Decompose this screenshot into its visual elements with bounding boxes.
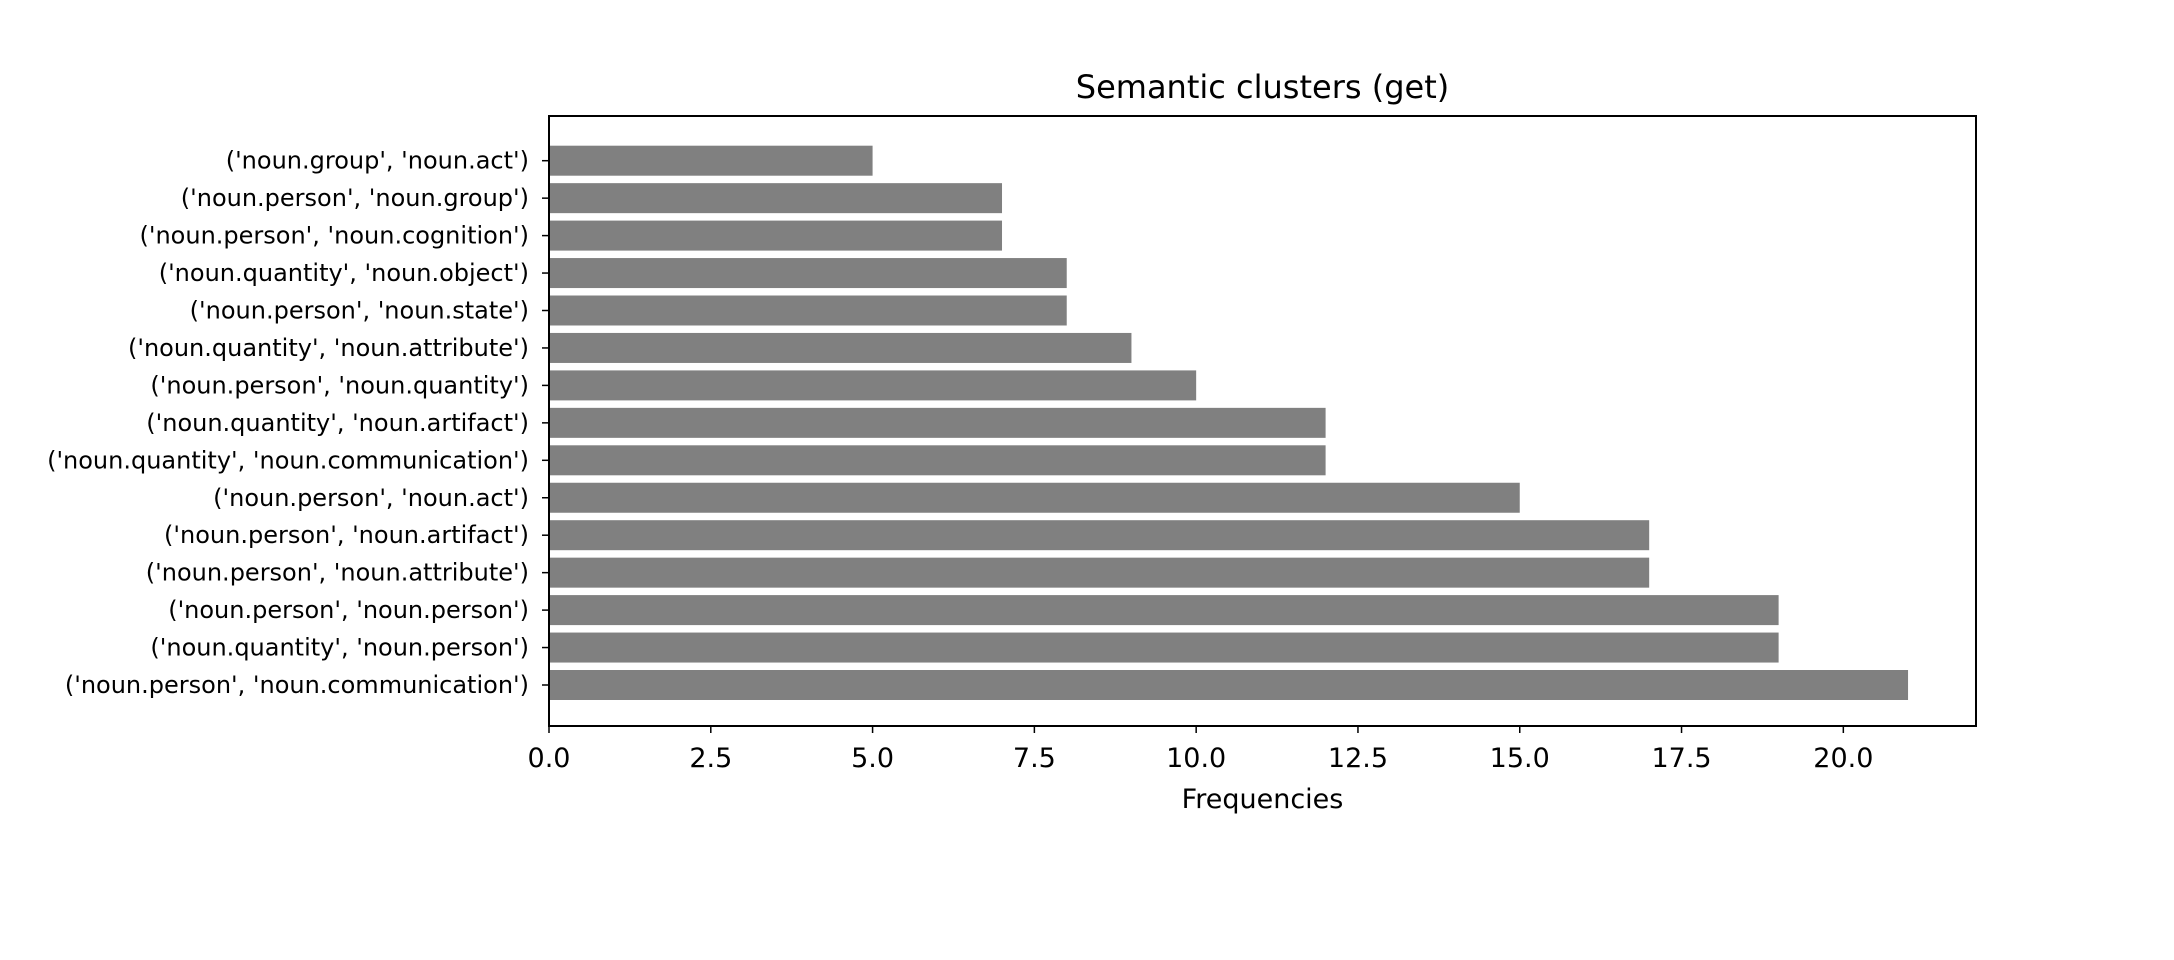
x-tick-label: 17.5: [1651, 743, 1711, 774]
x-tick-label: 15.0: [1490, 743, 1550, 774]
y-tick-label: ('noun.person', 'noun.attribute'): [146, 559, 529, 587]
y-tick-label: ('noun.person', 'noun.person'): [168, 596, 529, 624]
y-tick-label: ('noun.quantity', 'noun.artifact'): [146, 409, 529, 437]
x-tick-label: 20.0: [1813, 743, 1873, 774]
bar: [549, 632, 1779, 663]
y-tick-label: ('noun.person', 'noun.artifact'): [164, 521, 529, 549]
chart-title: Semantic clusters (get): [1076, 68, 1449, 106]
x-axis-label: Frequencies: [1182, 784, 1344, 815]
x-tick-label: 5.0: [851, 743, 894, 774]
bar: [549, 670, 1909, 700]
y-tick-label: ('noun.quantity', 'noun.communication'): [47, 446, 529, 474]
y-axis-ticks: ('noun.person', 'noun.communication') ('n…: [47, 147, 549, 699]
plot-frame: [548, 115, 1977, 727]
bar: [549, 370, 1197, 401]
bar: [549, 145, 873, 176]
y-tick-label: ('noun.quantity', 'noun.person'): [150, 634, 529, 662]
bar: [549, 183, 1003, 214]
y-tick-label: ('noun.person', 'noun.quantity'): [150, 371, 529, 399]
y-tick-label: ('noun.quantity', 'noun.attribute'): [128, 334, 529, 362]
bar: [549, 445, 1326, 476]
bar: [549, 595, 1779, 626]
x-tick-label: 7.5: [1013, 743, 1056, 774]
bar: [549, 407, 1326, 438]
y-tick-label: ('noun.person', 'noun.cognition'): [140, 222, 530, 250]
x-tick-label: 0.0: [528, 743, 571, 774]
bar: [549, 295, 1067, 326]
y-tick-label: ('noun.quantity', 'noun.object'): [159, 259, 529, 287]
x-tick-label: 2.5: [689, 743, 732, 774]
bar: [549, 332, 1132, 363]
bar: [549, 557, 1650, 588]
x-axis-ticks: 0.0 2.5 5.0 7.5 10.0 12.5 15.0 17.5 20.0: [528, 726, 1873, 774]
bar: [549, 258, 1067, 289]
bar: [549, 482, 1520, 513]
x-tick-label: 12.5: [1328, 743, 1388, 774]
y-tick-label: ('noun.group', 'noun.act'): [226, 147, 529, 175]
bars-group: [549, 145, 1909, 700]
x-tick-label: 10.0: [1166, 743, 1226, 774]
y-tick-label: ('noun.person', 'noun.group'): [181, 184, 529, 212]
y-tick-label: ('noun.person', 'noun.state'): [190, 297, 529, 325]
y-tick-label: ('noun.person', 'noun.communication'): [65, 671, 529, 699]
y-tick-label: ('noun.person', 'noun.act'): [213, 484, 529, 512]
bar: [549, 520, 1650, 551]
bar: [549, 220, 1003, 251]
